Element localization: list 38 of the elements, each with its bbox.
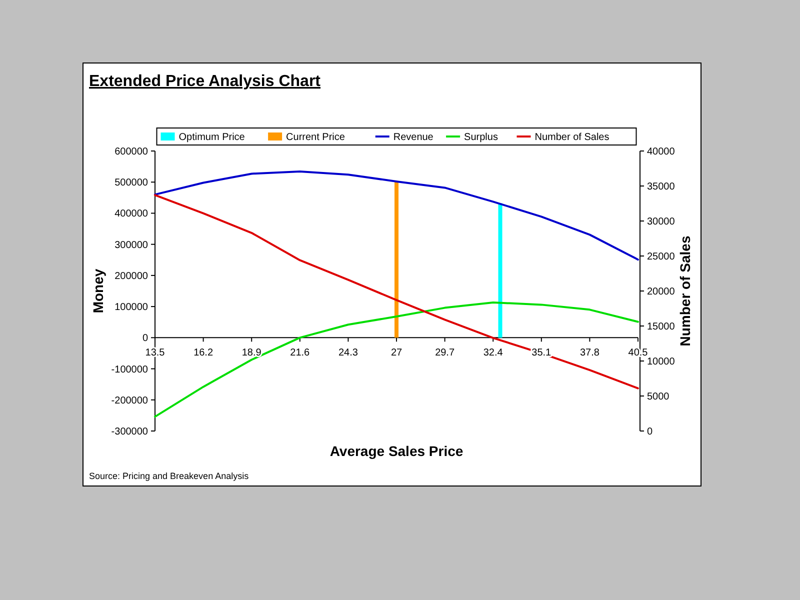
y2-axis-title: Number of Sales xyxy=(677,236,693,346)
legend-label: Surplus xyxy=(464,132,498,143)
y2-tick-label: 25000 xyxy=(647,252,676,262)
y2-tick-label: 30000 xyxy=(647,216,676,228)
y-tick-label: -200000 xyxy=(111,395,148,406)
y-tick-label: 300000 xyxy=(114,240,148,251)
x-tick-label: 27 xyxy=(390,348,402,359)
y-tick-label: 0 xyxy=(142,333,148,344)
x-tick-label: 32.4 xyxy=(483,348,504,359)
legend-label: Number of Sales xyxy=(534,132,610,143)
y2-tick-label: 40000 xyxy=(647,146,676,158)
y2-tick-label: 15000 xyxy=(647,322,676,332)
x-tick-label: 18.9 xyxy=(242,348,262,359)
y-tick-label: 400000 xyxy=(114,208,148,220)
y-tick-label: -300000 xyxy=(111,426,148,438)
y2-tick-label: 35000 xyxy=(647,182,676,192)
y2-tick-label: 10000 xyxy=(647,356,676,368)
y-tick-label: 500000 xyxy=(114,178,148,189)
x-tick-label: 29.7 xyxy=(435,348,455,359)
y2-tick-label: 20000 xyxy=(647,286,676,298)
y-tick-label: 200000 xyxy=(114,270,148,282)
legend-label: Revenue xyxy=(393,132,434,143)
legend-label: Current Price xyxy=(286,132,346,143)
x-tick-label: 16.2 xyxy=(194,348,214,359)
x-tick-label: 21.6 xyxy=(290,348,310,359)
chart-title: Extended Price Analysis Chart xyxy=(89,73,322,90)
line-series xyxy=(154,170,639,261)
legend-label: Optimum Price xyxy=(178,132,246,143)
y-tick-label: 600000 xyxy=(114,146,148,158)
x-axis-title: Average Sales Price xyxy=(330,443,464,459)
y-tick-label: 100000 xyxy=(114,302,148,314)
y2-tick-label: 0 xyxy=(647,426,653,438)
y-axis-title: Money xyxy=(90,268,106,314)
source-note: Source: Pricing and Breakeven Analysis xyxy=(89,471,250,481)
y2-tick-label: 5000 xyxy=(647,392,670,402)
x-tick-label: 37.8 xyxy=(580,348,600,359)
y-tick-label: -100000 xyxy=(111,364,148,376)
x-tick-label: 24.3 xyxy=(338,348,358,359)
